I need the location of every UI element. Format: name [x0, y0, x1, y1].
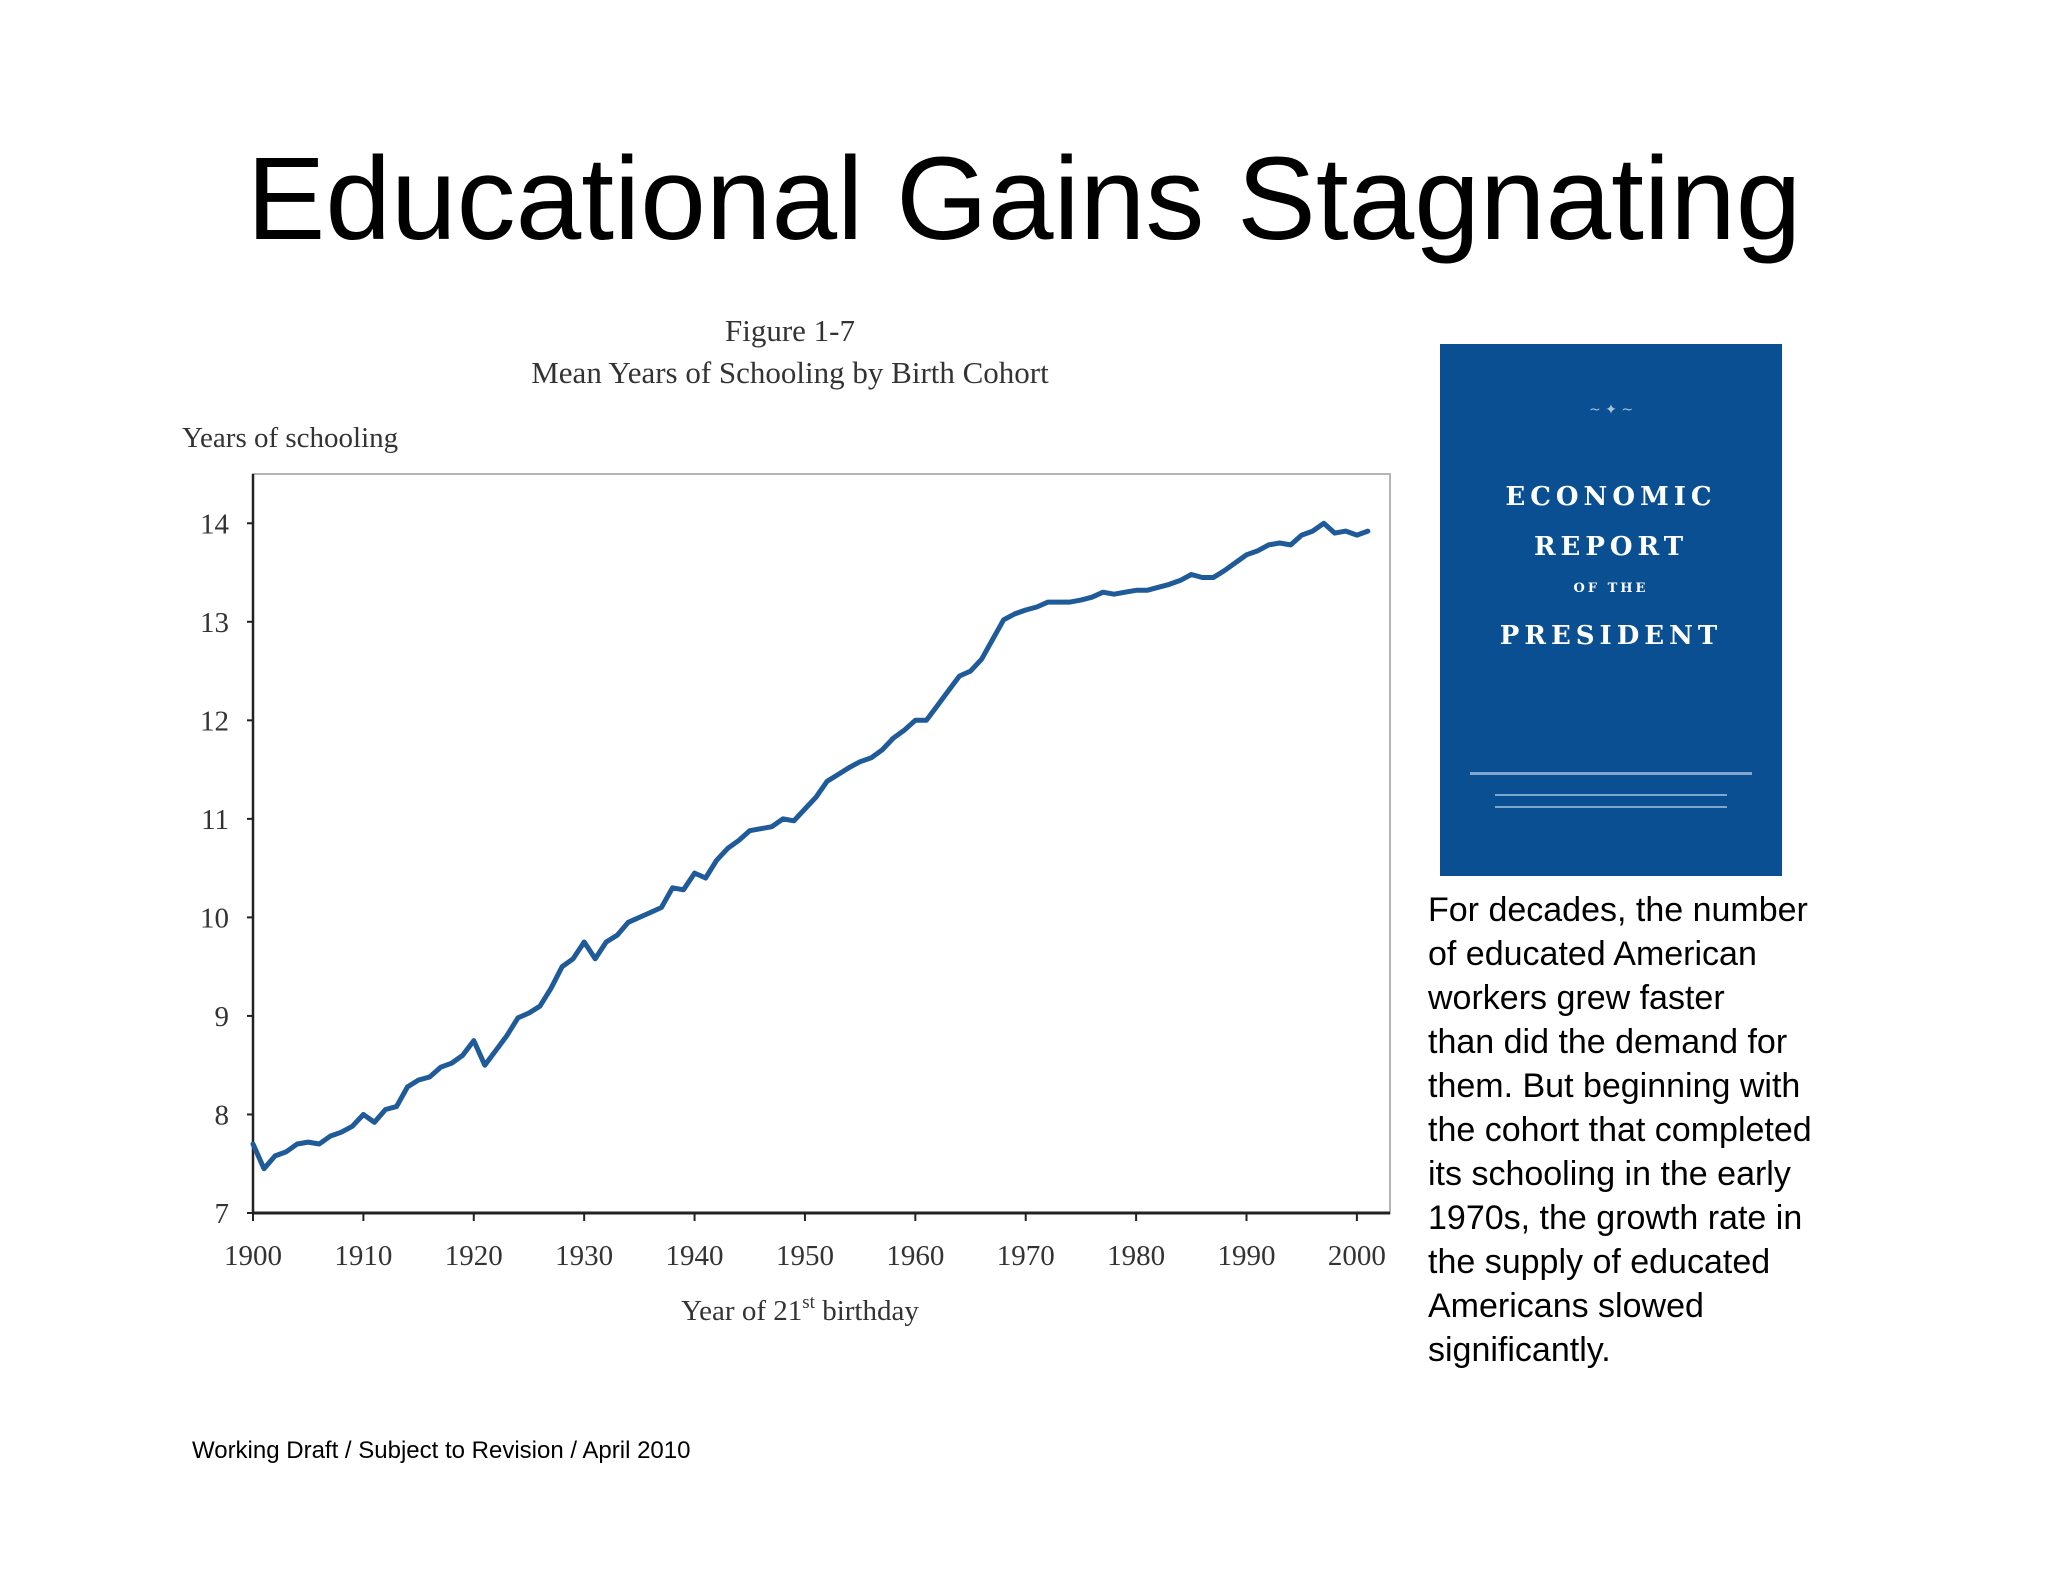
y-tick-label: 12: [200, 705, 229, 737]
description-line: than did the demand for: [1428, 1023, 1788, 1061]
y-tick-label: 11: [201, 804, 229, 836]
figure-heading: Figure 1-7 Mean Years of Schooling by Bi…: [370, 310, 1210, 394]
y-tick-label: 7: [215, 1198, 230, 1230]
y-tick-label: 8: [215, 1099, 230, 1131]
footer-note: Working Draft / Subject to Revision / Ap…: [192, 1437, 691, 1464]
x-axis-label-suffix: birthday: [815, 1295, 919, 1327]
x-tick-label: 2000: [1328, 1240, 1386, 1272]
cover-fine-print-2: [1495, 794, 1727, 796]
series-line: [250, 520, 1371, 1172]
line-chart: 7 8 9 10 11 12 13 14 1900 1910 1920 1930 1940 1950 19…: [200, 473, 1391, 1327]
x-axis-label-prefix: Year of 21: [681, 1295, 802, 1327]
slide-title: Educational Gains Stagnating: [246, 133, 1802, 265]
cover-line-president: PRESIDENT: [1499, 621, 1723, 651]
y-tick-label: 9: [215, 1001, 230, 1033]
x-axis-label-superscript: st: [802, 1292, 815, 1313]
cover-line-report: REPORT: [1533, 532, 1689, 562]
figure-label: Figure 1-7: [724, 313, 855, 348]
y-axis-label: Years of schooling: [182, 422, 399, 454]
cover-fine-print-1: [1470, 772, 1752, 775]
x-tick-label: 1910: [334, 1240, 392, 1272]
x-tick-label: 1970: [997, 1240, 1055, 1272]
cover-ornament-icon: ~ ✦ ~: [1588, 402, 1634, 418]
cover-line-economic: ECONOMIC: [1505, 482, 1717, 512]
description-line: them. But beginning with: [1428, 1067, 1801, 1105]
description-line: 1970s, the growth rate in: [1428, 1199, 1803, 1237]
description-line: Americans slowed: [1428, 1287, 1704, 1325]
x-tick-label: 1990: [1217, 1240, 1275, 1272]
x-tick-label: 1960: [886, 1240, 944, 1272]
description-text: For decades, the number of educated Ameri…: [1428, 888, 1858, 1372]
x-axis-label: Year of 21st birthday: [681, 1292, 919, 1327]
y-tick-label: 10: [200, 902, 229, 934]
y-tick-label: 13: [200, 607, 229, 639]
description-line: For decades, the number: [1428, 891, 1808, 929]
cover-line-of-the: OF THE: [1573, 581, 1649, 596]
x-tick-label: 1940: [666, 1240, 724, 1272]
y-tick-label: 14: [200, 508, 230, 540]
description-line: significantly.: [1428, 1331, 1611, 1369]
description-line: the supply of educated: [1428, 1243, 1771, 1281]
report-cover: ~ ✦ ~ ECONOMIC REPORT OF THE PRESIDENT: [1440, 344, 1782, 876]
plot-area-frame: [252, 473, 1391, 1214]
x-tick-label: 1980: [1107, 1240, 1165, 1272]
chart-title: Mean Years of Schooling by Birth Cohort: [531, 355, 1049, 390]
cover-fine-print-3: [1495, 806, 1727, 808]
x-tick-label: 1920: [445, 1240, 503, 1272]
x-tick-label: 1950: [776, 1240, 834, 1272]
description-line: the cohort that completed: [1428, 1111, 1812, 1149]
description-line: its schooling in the early: [1428, 1155, 1791, 1193]
description-line: workers grew faster: [1428, 979, 1725, 1017]
description-line: of educated American: [1428, 935, 1757, 973]
x-tick-label: 1900: [224, 1240, 282, 1272]
x-tick-label: 1930: [555, 1240, 613, 1272]
